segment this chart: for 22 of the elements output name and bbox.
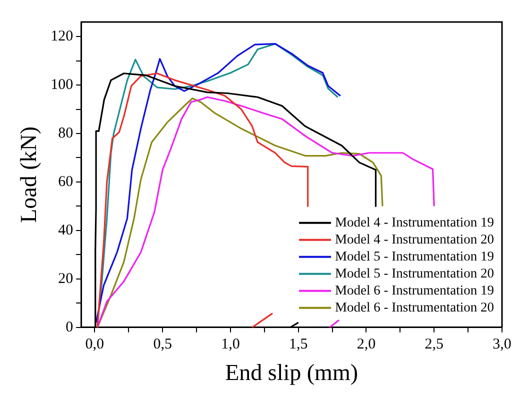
legend-label: Model 5 - Instrumentation 19 <box>335 248 494 264</box>
y-tick-label: 120 <box>50 28 74 44</box>
x-axis-title: End slip (mm) <box>225 360 358 386</box>
x-tick-label: 3,0 <box>492 336 512 352</box>
x-tick-label: 1,0 <box>221 336 240 352</box>
y-tick-label: 80 <box>58 125 74 142</box>
x-tick-label: 0,0 <box>85 336 104 352</box>
legend-label: Model 6 - Instrumentation 19 <box>335 282 494 298</box>
legend-label: Model 6 - Instrumentation 20 <box>335 299 494 314</box>
x-tick-label: 2,5 <box>424 336 444 352</box>
y-tick-label: 0 <box>66 319 74 336</box>
legend-label: Model 4 - Instrumentation 19 <box>335 214 494 230</box>
x-tick-label: 0,5 <box>153 336 172 352</box>
x-tick-label: 1,5 <box>288 336 308 352</box>
legend-label: Model 5 - Instrumentation 20 <box>335 265 494 280</box>
y-tick-label: 20 <box>58 270 74 287</box>
x-tick-label: 2,0 <box>356 336 376 352</box>
y-tick-label: 40 <box>58 222 74 238</box>
legend-label: Model 4 - Instrumentation 20 <box>335 231 494 246</box>
y-tick-label: 60 <box>58 174 74 190</box>
y-tick-label: 100 <box>50 76 74 93</box>
y-axis-title: Load (kN) <box>16 126 41 223</box>
